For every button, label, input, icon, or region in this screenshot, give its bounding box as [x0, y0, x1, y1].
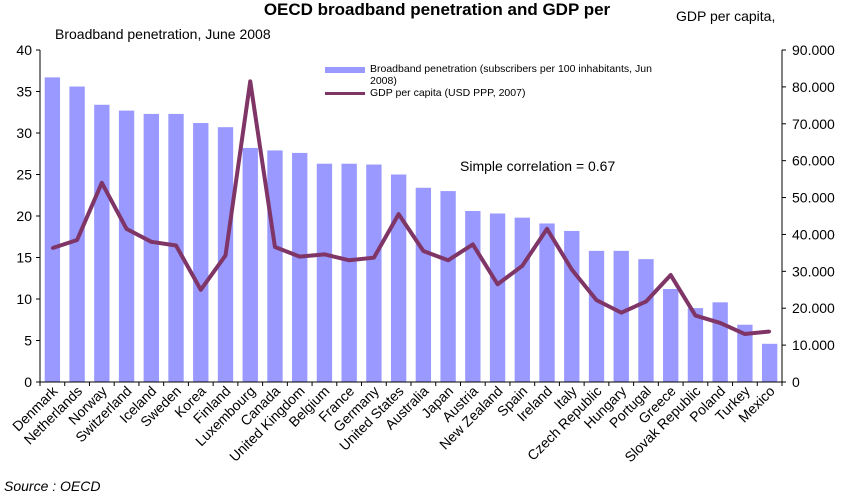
gdp-point-iceland: [149, 240, 153, 244]
bar-greece: [663, 289, 679, 382]
right-tick-label: 20.000: [792, 300, 835, 316]
gdp-point-portugal: [644, 300, 648, 304]
left-axis-title: Broadband penetration, June 2008: [55, 26, 271, 42]
gdp-point-czech-republic: [595, 298, 598, 302]
bar-new-zealand: [489, 213, 506, 382]
bar-luxembourg: [242, 147, 258, 382]
bar-japan: [440, 191, 456, 382]
gdp-point-netherlands: [75, 238, 79, 242]
bar-poland: [712, 302, 728, 382]
gdp-point-canada: [273, 245, 277, 249]
gdp-point-finland: [224, 253, 227, 257]
gdp-point-norway: [100, 181, 104, 185]
gdp-point-mexico: [768, 329, 772, 333]
gdp-point-austria: [471, 242, 475, 246]
left-tick-label: 10: [16, 291, 32, 307]
legend: Broadband penetration (subscribers per 1…: [325, 63, 670, 99]
left-tick-label: 20: [16, 208, 32, 224]
right-tick-label: 40.000: [792, 226, 835, 242]
gdp-point-korea: [199, 288, 203, 292]
gdp-point-united-kingdom: [298, 255, 302, 259]
bar-belgium: [316, 163, 333, 382]
gdp-point-slovak-republic: [693, 314, 697, 318]
bar-ireland: [539, 223, 555, 382]
bar-switzerland: [118, 110, 135, 382]
gdp-point-belgium: [322, 252, 326, 256]
legend-item-gdp: GDP per capita (USD PPP, 2007): [325, 87, 670, 99]
gdp-point-ireland: [545, 227, 549, 231]
bar-germany: [366, 164, 382, 382]
gdp-point-australia: [421, 249, 425, 253]
bar-portugal: [638, 259, 654, 382]
left-tick-label: 35: [16, 84, 32, 100]
bar-spain: [514, 217, 530, 382]
gdp-point-poland: [718, 321, 722, 325]
gdp-point-switzerland: [125, 227, 129, 231]
bar-czech-republic: [588, 250, 605, 382]
bar-iceland: [143, 113, 159, 382]
gdp-point-spain: [520, 264, 524, 268]
legend-label-gdp: GDP per capita (USD PPP, 2007): [370, 87, 526, 99]
left-tick-label: 5: [24, 333, 32, 349]
bar-united-kingdom: [292, 152, 308, 382]
bar-denmark: [44, 77, 61, 382]
bar-korea: [193, 123, 209, 382]
gdp-point-france: [347, 258, 351, 262]
bar-france: [341, 163, 357, 382]
gdp-point-italy: [570, 267, 574, 271]
bar-netherlands: [69, 86, 85, 383]
bar-slovak-republic: [687, 308, 704, 382]
right-tick-label: 60.000: [792, 153, 835, 169]
left-tick-label: 15: [16, 250, 32, 266]
gdp-point-united-states: [397, 212, 401, 216]
bar-turkey: [737, 324, 753, 382]
left-tick-label: 30: [16, 125, 32, 141]
right-axis-title: GDP per capita,: [676, 8, 776, 24]
gdp-point-germany: [372, 256, 376, 260]
legend-label-broadband: Broadband penetration (subscribers per 1…: [370, 63, 652, 87]
gdp-point-sweden: [174, 244, 178, 248]
gdp-point-greece: [669, 273, 673, 277]
left-tick-label: 25: [16, 167, 32, 183]
left-tick-label: 40: [16, 42, 32, 58]
bar-australia: [415, 187, 432, 382]
chart-title: OECD broadband penetration and GDP per: [263, 0, 611, 19]
bar-mexico: [761, 343, 778, 382]
gdp-point-turkey: [743, 332, 747, 336]
gdp-point-hungary: [619, 311, 623, 315]
right-tick-label: 0: [792, 374, 800, 390]
right-tick-label: 30.000: [792, 263, 835, 279]
left-tick-label: 0: [24, 374, 32, 390]
right-tick-label: 70.000: [792, 116, 835, 132]
gdp-point-new-zealand: [496, 282, 500, 286]
correlation-annotation: Simple correlation = 0.67: [460, 158, 616, 174]
bar-canada: [267, 150, 283, 382]
right-tick-label: 90.000: [792, 42, 835, 58]
gdp-line: [51, 79, 770, 337]
bar-austria: [465, 211, 481, 382]
source-note: Source : OECD: [4, 478, 101, 494]
bar-norway: [94, 104, 110, 382]
gdp-point-japan: [446, 258, 450, 262]
gdp-point-denmark: [50, 246, 54, 250]
right-tick-label: 80.000: [792, 79, 835, 95]
bar-italy: [564, 230, 580, 382]
gdp-point-luxembourg: [248, 79, 252, 83]
legend-swatch-line: [325, 92, 365, 95]
legend-swatch-bar: [325, 67, 365, 73]
bar-hungary: [613, 250, 629, 382]
right-tick-label: 50.000: [792, 190, 835, 206]
right-tick-label: 10.000: [792, 337, 835, 353]
bar-united-states: [390, 174, 407, 382]
legend-item-broadband: Broadband penetration (subscribers per 1…: [325, 63, 670, 87]
